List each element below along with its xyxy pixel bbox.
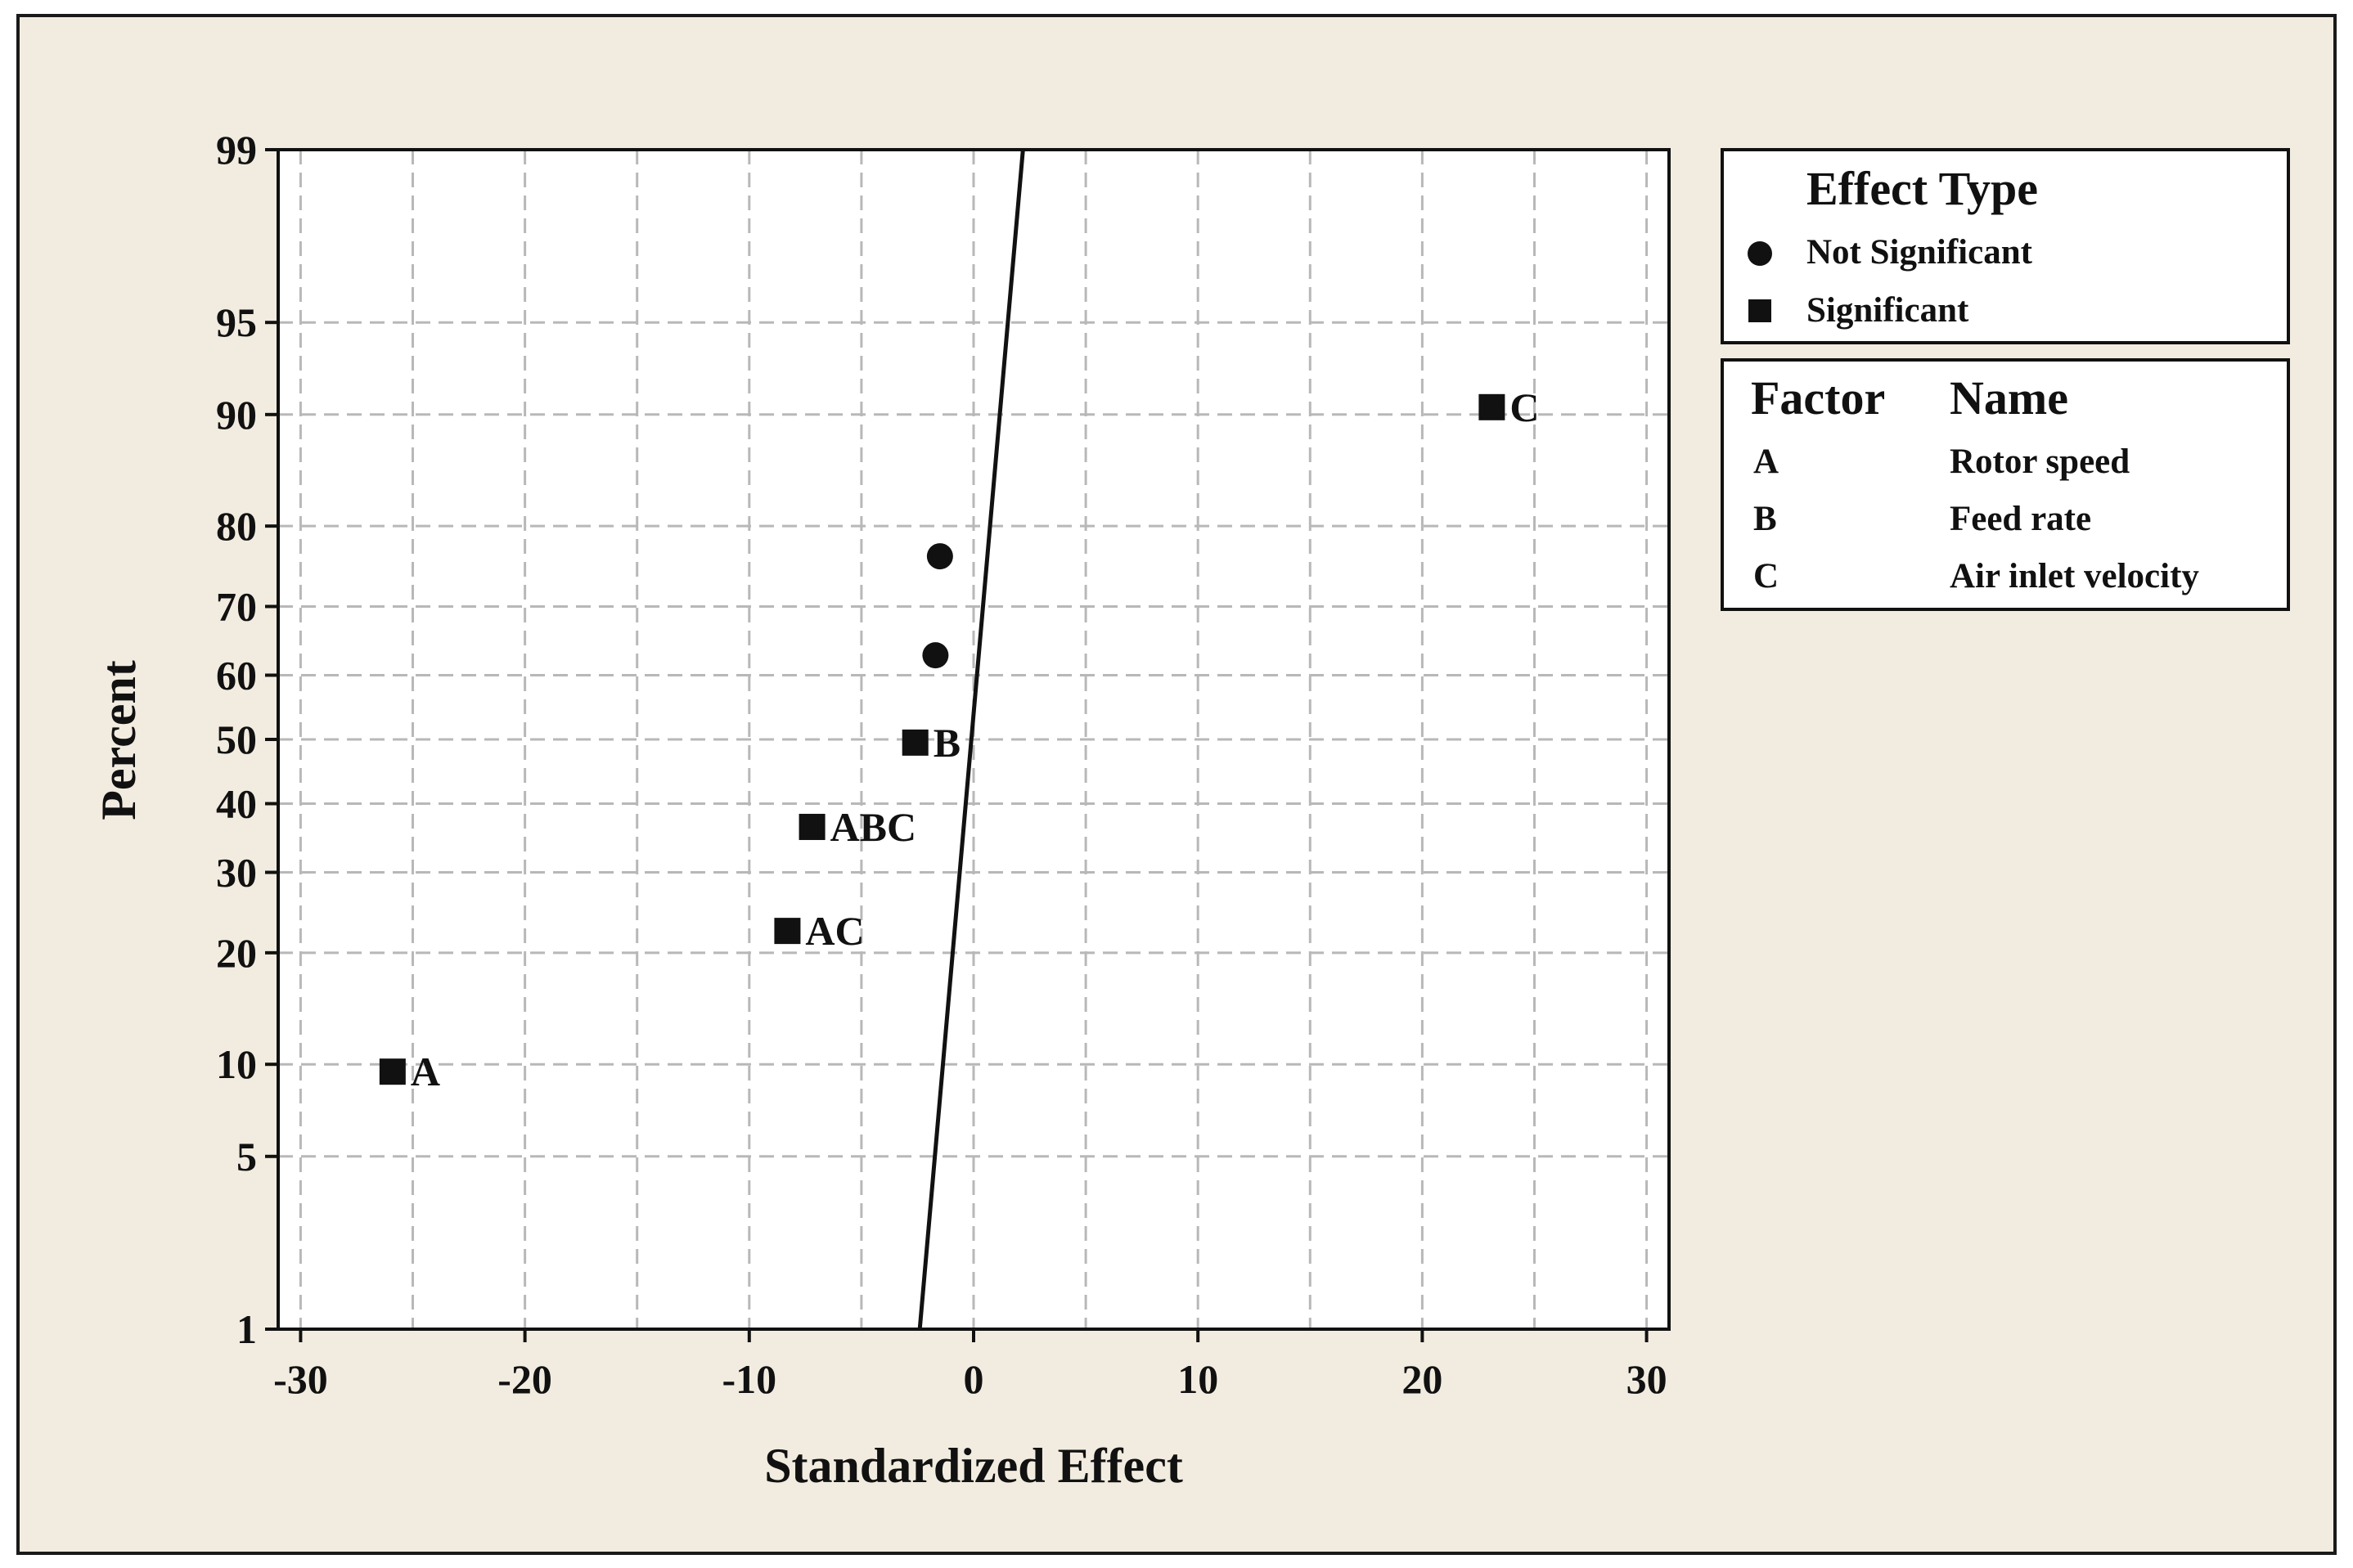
significant-point (1478, 393, 1505, 420)
y-tick-label: 80 (216, 503, 257, 549)
y-tick-label: 40 (216, 781, 257, 827)
legend-factor-a: A (1753, 443, 1779, 481)
significant-point (799, 813, 826, 840)
x-axis-title: Standardized Effect (764, 1439, 1183, 1493)
x-tick-label: 0 (964, 1356, 984, 1402)
legend-name-c: Air inlet velocity (1950, 557, 2199, 595)
legend-name-b: Feed rate (1950, 500, 2091, 538)
legend-effect-type: Effect Type Not Significant Significant (1721, 148, 2290, 344)
legend-effect-title: Effect Type (1806, 162, 2038, 215)
x-tick-label: -30 (273, 1356, 328, 1402)
legend-factor-b: B (1753, 500, 1777, 538)
square-marker-icon (1748, 299, 1771, 322)
legend-factor-table: Factor Name A Rotor speed B Feed rate C … (1721, 358, 2290, 611)
plot-area: -30 -20 -10 0 10 20 30 1 5 10 20 30 40 50 60 70 80 90 95 99… (216, 127, 1671, 1402)
y-axis-title: Percent (92, 660, 146, 820)
y-tick-label: 70 (216, 583, 257, 629)
legend-effect-box (1721, 148, 2290, 344)
significant-point (379, 1058, 406, 1085)
point-label: A (411, 1049, 440, 1094)
legend-factor-box (1721, 358, 2290, 611)
legend-factor-c: C (1753, 557, 1779, 595)
x-tick-label: 30 (1626, 1356, 1667, 1402)
point-label: AC (805, 908, 864, 954)
circle-marker-icon (1748, 241, 1772, 266)
not-significant-point (926, 543, 953, 570)
x-tick-label: -20 (497, 1356, 552, 1402)
legend-name-header: Name (1950, 371, 2068, 425)
y-tick-label: 95 (216, 299, 257, 345)
point-label: C (1509, 384, 1539, 430)
y-tick-label: 20 (216, 930, 257, 976)
significant-point (902, 729, 929, 756)
y-tick-label: 90 (216, 392, 257, 438)
point-label: B (934, 720, 961, 766)
x-tick-label: 10 (1177, 1356, 1218, 1402)
legend-not-significant: Not Significant (1806, 233, 2033, 272)
legend-significant: Significant (1806, 291, 1969, 330)
x-tick-label: -10 (722, 1356, 776, 1402)
x-tick-label: 20 (1401, 1356, 1442, 1402)
y-tick-label: 1 (236, 1306, 257, 1352)
legend-name-a: Rotor speed (1950, 443, 2130, 481)
y-tick-label: 60 (216, 652, 257, 698)
y-tick-label: 10 (216, 1041, 257, 1087)
significant-point (774, 918, 801, 945)
reference-line (917, 149, 1025, 1330)
y-tick-label: 50 (216, 717, 257, 762)
y-tick-label: 30 (216, 850, 257, 896)
y-tick-label: 99 (216, 127, 257, 173)
legend-factor-header: Factor (1751, 371, 1885, 425)
not-significant-point (922, 642, 949, 669)
point-label: ABC (830, 804, 917, 850)
y-tick-label: 5 (236, 1134, 257, 1179)
